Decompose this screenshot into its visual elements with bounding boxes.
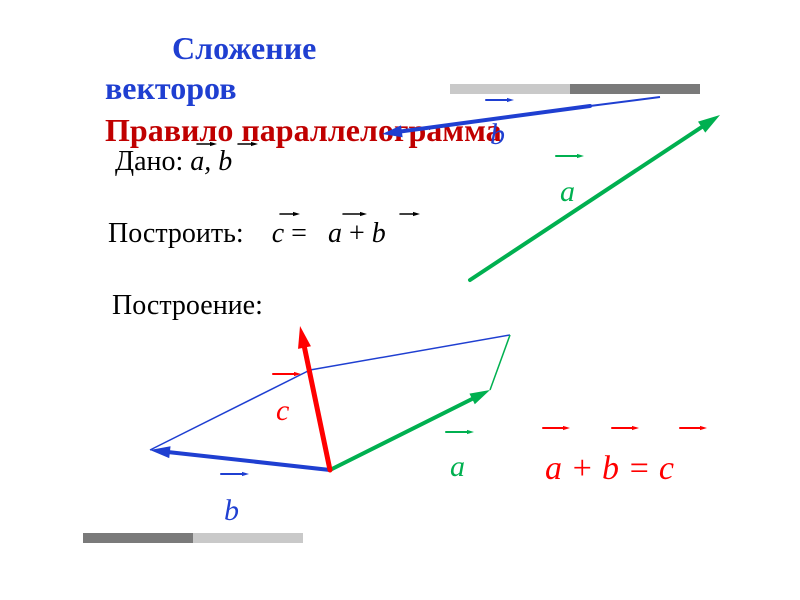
given-items: a, b <box>190 146 232 177</box>
para-c-label: c <box>276 394 289 428</box>
formula-b: b <box>602 450 619 487</box>
build-c: c <box>272 218 284 249</box>
formula-eq: = <box>619 450 659 487</box>
decor-bar-1 <box>450 84 570 94</box>
subtitle: Правило параллелограмма <box>105 112 502 149</box>
decor-bar-3 <box>83 533 193 543</box>
build-a: a <box>328 218 342 249</box>
title-line1: Сложение <box>172 30 316 67</box>
title-line2: векторов <box>105 70 237 107</box>
formula-a: a <box>545 450 562 487</box>
given-line: Дано: a, b <box>115 146 232 178</box>
para-b-label: b <box>224 494 239 528</box>
top-b-label: b <box>490 118 505 152</box>
formula: a + b = c <box>545 450 674 488</box>
formula-c: c <box>659 450 674 487</box>
build-b: b <box>372 218 386 249</box>
given-prefix: Дано: <box>115 146 183 177</box>
build-prefix: Построить: <box>108 218 244 249</box>
build-line: Построить: c = a + b <box>108 218 386 250</box>
construction-label: Построение: <box>112 290 263 322</box>
top-a-label: a <box>560 175 575 209</box>
para-a-label: a <box>450 450 465 484</box>
build-plus: + <box>349 218 372 249</box>
build-eq: = <box>291 218 314 249</box>
decor-bar-2 <box>570 84 700 94</box>
formula-plus: + <box>562 450 602 487</box>
decor-bar-4 <box>193 533 303 543</box>
